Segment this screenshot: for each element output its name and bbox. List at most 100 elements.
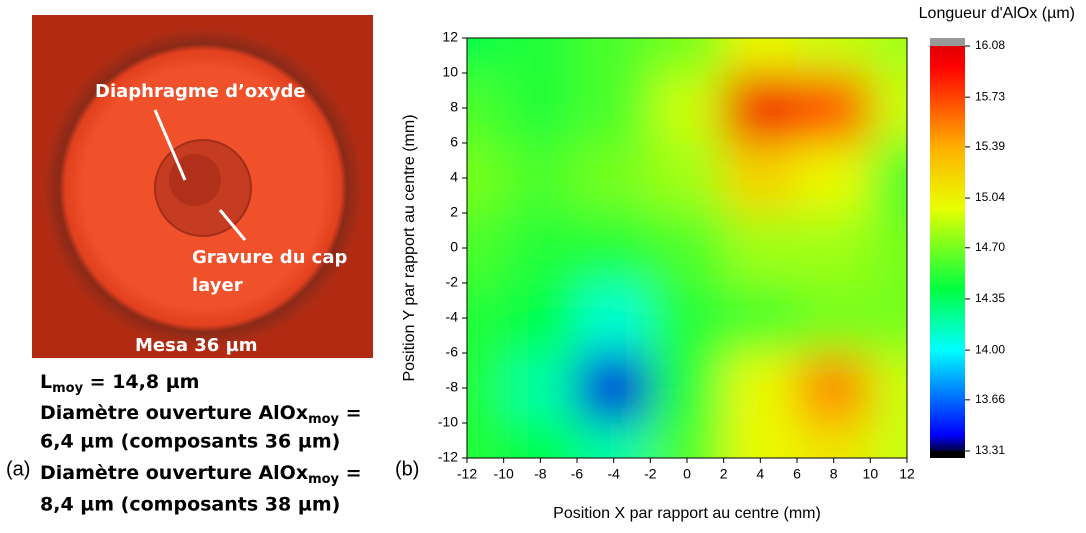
caption-line: Lmoy = 14,8 µm [40,371,199,396]
contour-cell [870,38,907,74]
contour-cell [503,353,578,424]
contour-cell [723,423,798,458]
text: = [339,462,362,484]
x-tick-label: 8 [830,466,838,482]
contour-cell [797,143,872,214]
contour-cell [723,73,798,144]
text: L [40,371,52,393]
y-tick-label: -8 [446,379,459,395]
x-tick-label: -10 [494,466,514,482]
caption-line: 8,4 µm (composants 38 µm) [40,494,340,516]
contour-cell [503,213,578,284]
x-tick-label: -12 [457,466,477,482]
subscript: moy [308,412,339,427]
contour-cell [577,213,652,284]
contour-cell [723,283,798,354]
label: layer [192,275,243,296]
colorbar-under [930,451,965,458]
contour-cell [577,73,652,144]
colorbar-tick-label: 13.31 [975,443,1005,457]
y-tick-label: 10 [442,64,458,80]
colorbar-tick-label: 14.70 [975,240,1005,254]
colorbar-tick-label: 15.04 [975,190,1005,204]
contour-cell [503,423,578,458]
colorbar-tick-label: 14.35 [975,291,1005,305]
contour-cell [467,38,505,74]
contour-field [467,38,907,458]
y-tick-label: -4 [446,309,459,325]
contour-cell [650,353,725,424]
text: = [339,402,362,424]
arrow [153,109,187,181]
contour-cell [577,143,652,214]
text: Diamètre ouverture AlOx [40,462,308,484]
subscript: moy [52,381,83,396]
colorbar-tick-label: 15.73 [975,89,1005,103]
contour-cell [650,283,725,354]
y-tick-label: -10 [438,414,458,430]
caption-line: Diamètre ouverture AlOxmoy = [40,462,362,487]
contour-cell [797,38,872,74]
y-tick-label: 2 [450,204,458,220]
contour-cell [503,73,578,144]
contour-cell [467,143,505,214]
colorbar-tick-label: 14.00 [975,342,1005,356]
contour-cell [723,38,798,74]
micrograph: Diaphragme d’oxyde Gravure du cap layer … [32,15,373,358]
y-tick-label: 8 [450,99,458,115]
contour-cell [870,143,907,214]
contour-cell [797,353,872,424]
colorbar-tick-label: 15.39 [975,139,1005,153]
colorbar-title: Longueur d'AlOx (µm) [919,5,1075,22]
label: Gravure du cap [192,247,347,268]
y-tick-label: 12 [442,29,458,45]
plot-area [467,38,907,458]
contour-cell [467,73,505,144]
contour-cell [650,143,725,214]
contour-cell [577,423,652,458]
contour-cell [467,283,505,354]
colorbar-tick-label: 13.66 [975,392,1005,406]
caption-line: Diamètre ouverture AlOxmoy = [40,402,362,427]
x-tick-label: 6 [793,466,801,482]
contour-cell [870,353,907,424]
contour-cell [723,143,798,214]
label: Diaphragme d’oxyde [95,81,306,102]
contour-cell [503,143,578,214]
x-tick-label: -2 [644,466,657,482]
panel-label: (a) [6,458,30,480]
axes: -12 -10 -8 -6 -4 -2 0 2 4 6 8 10 12 -12 -10 -8 -6 -4 -2 0 2 4… [438,29,1006,482]
contour-cell [723,213,798,284]
contour-cell [723,353,798,424]
y-tick-label: -12 [438,449,458,465]
text: = 14,8 µm [83,371,199,393]
x-tick-label: 10 [863,466,879,482]
y-tick-label: 0 [450,239,458,255]
y-tick-label: -2 [446,274,459,290]
contour-cell [503,283,578,354]
contour-cell [650,423,725,458]
contour-cell [467,353,505,424]
contour-cell [870,283,907,354]
label: Mesa 36 µm [135,335,258,356]
contour-cell [870,423,907,458]
caption-line: 6,4 µm (composants 36 µm) [40,431,340,453]
contour-cell [577,353,652,424]
arrow [218,209,247,241]
contour-cell [503,38,578,74]
contour-cell [650,73,725,144]
contour-cell [870,73,907,144]
caption: Lmoy = 14,8 µm Diamètre ouverture AlOxmo… [6,371,362,516]
x-tick-label: 4 [756,466,764,482]
y-tick-label: 6 [450,134,458,150]
y-axis-label: Position Y par rapport au centre (mm) [401,114,418,381]
x-tick-label: -8 [534,466,547,482]
contour-cell [577,283,652,354]
x-axis-label: Position X par rapport au centre (mm) [553,505,821,522]
colorbar-over [930,38,965,46]
contour-cell [467,423,505,458]
x-tick-label: -4 [607,466,620,482]
contour-cell [650,213,725,284]
contour-cell [467,213,505,284]
